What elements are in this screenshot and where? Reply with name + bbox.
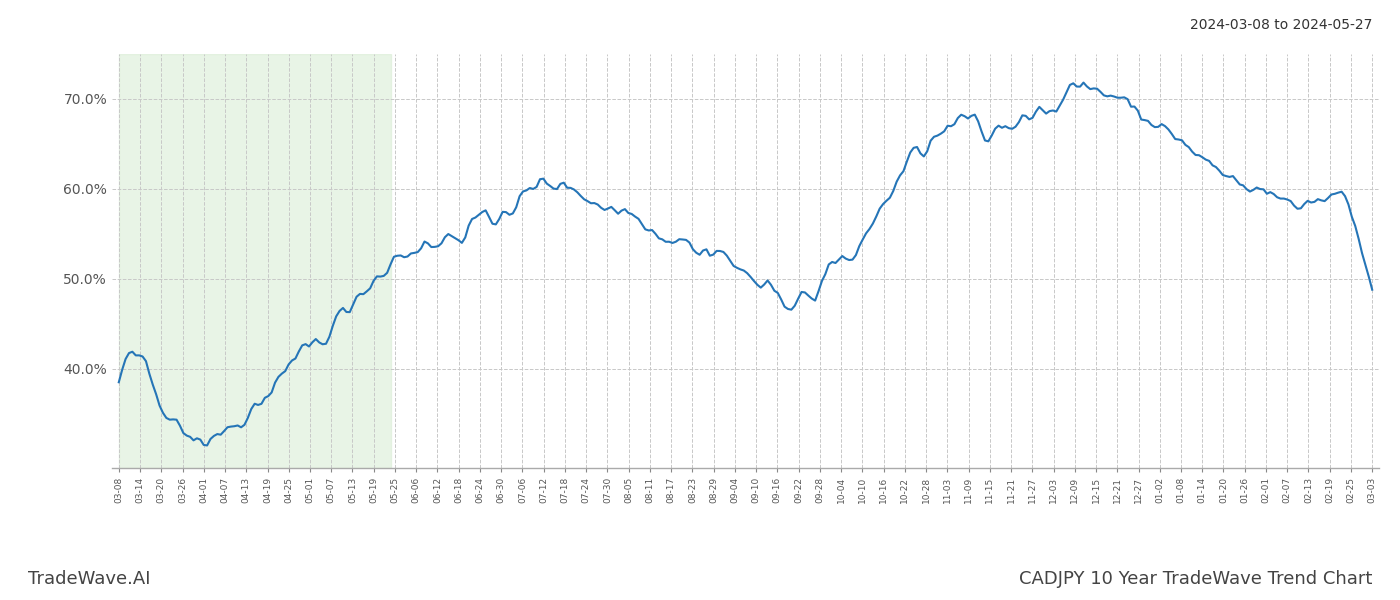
Text: TradeWave.AI: TradeWave.AI — [28, 570, 151, 588]
Text: 2024-03-08 to 2024-05-27: 2024-03-08 to 2024-05-27 — [1190, 18, 1372, 32]
Bar — [119, 54, 391, 468]
Text: CADJPY 10 Year TradeWave Trend Chart: CADJPY 10 Year TradeWave Trend Chart — [1019, 570, 1372, 588]
